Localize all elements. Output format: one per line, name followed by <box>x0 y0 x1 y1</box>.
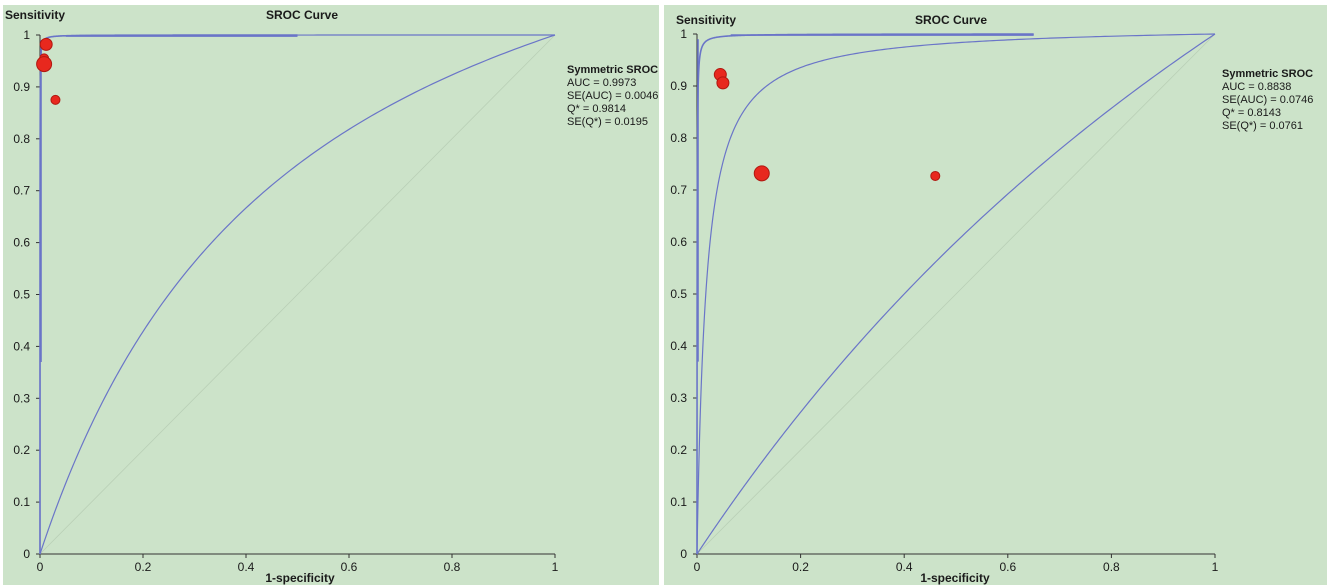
y-tick-label: 0.2 <box>670 443 687 457</box>
study-point <box>930 170 941 181</box>
ci-curve-upper <box>696 33 1034 554</box>
x-tick-label: 0.8 <box>1103 560 1120 574</box>
sroc-panel-right: SROC Curve Sensitivity 1-specificity 0 0.… <box>664 5 1327 585</box>
x-tick-label: 0 <box>694 560 701 574</box>
y-tick-label: 0.4 <box>13 339 30 353</box>
x-tick-label: 0.2 <box>792 560 809 574</box>
sroc-panel-left: SROC Curve Sensitivity 1-specificity 0 0.… <box>3 5 659 585</box>
x-tick-label: 1 <box>552 560 559 574</box>
y-tick-label: 0.1 <box>13 495 30 509</box>
stats-q: Q* = 0.9814 <box>567 103 626 115</box>
y-tick-label: 0 <box>23 547 30 561</box>
study-point <box>753 165 770 182</box>
study-point <box>39 37 53 51</box>
x-tick-label: 0.6 <box>999 560 1016 574</box>
chart-title: SROC Curve <box>915 13 987 27</box>
y-tick-label: 0.8 <box>13 132 30 146</box>
stats-heading: Symmetric SROC <box>567 64 658 76</box>
stats-se-q: SE(Q*) = 0.0195 <box>567 116 648 128</box>
y-tick-label: 0.4 <box>670 339 687 353</box>
stats-auc: AUC = 0.9973 <box>567 77 636 89</box>
y-tick-label: 0.1 <box>670 495 687 509</box>
y-tick-label: 0.6 <box>13 236 30 250</box>
y-tick-label: 0 <box>680 547 687 561</box>
diagonal-line <box>696 33 1216 555</box>
x-tick-label: 0.4 <box>238 560 255 574</box>
y-tick-label: 1 <box>680 27 687 41</box>
sroc-chart-left: SROC Curve Sensitivity 1-specificity 0 0.… <box>5 8 658 585</box>
y-tick-label: 0.3 <box>13 391 30 405</box>
y-axis-label: Sensitivity <box>5 8 65 22</box>
y-tick-label: 0.7 <box>670 183 687 197</box>
diagonal-line <box>39 34 556 555</box>
sroc-curve <box>696 33 1216 554</box>
x-axis-label: 1-specificity <box>265 571 335 585</box>
x-tick-label: 1 <box>1212 560 1219 574</box>
y-tick-label: 0.2 <box>13 443 30 457</box>
y-tick-label: 1 <box>23 28 30 42</box>
y-tick-label: 0.6 <box>670 235 687 249</box>
x-axis-label: 1-specificity <box>920 571 990 585</box>
x-tick-label: 0.6 <box>341 560 358 574</box>
y-tick-label: 0.5 <box>13 288 30 302</box>
chart-title: SROC Curve <box>266 8 338 22</box>
y-tick-label: 0.7 <box>13 184 30 198</box>
sroc-chart-right: SROC Curve Sensitivity 1-specificity 0 0.… <box>670 13 1313 585</box>
stats-se-auc: SE(AUC) = 0.0046 <box>567 90 658 102</box>
stats-se-auc: SE(AUC) = 0.0746 <box>1222 94 1313 106</box>
x-tick-label: 0.2 <box>135 560 152 574</box>
ci-curve-lower <box>39 34 556 555</box>
y-tick-label: 0.9 <box>670 79 687 93</box>
y-tick-label: 0.8 <box>670 131 687 145</box>
x-tick-label: 0 <box>37 560 44 574</box>
stats-heading: Symmetric SROC <box>1222 68 1313 80</box>
study-point <box>36 56 53 73</box>
y-tick-label: 0.5 <box>670 287 687 301</box>
x-tick-label: 0.8 <box>444 560 461 574</box>
y-tick-label: 0.3 <box>670 391 687 405</box>
stats-auc: AUC = 0.8838 <box>1222 81 1291 93</box>
y-axis-label: Sensitivity <box>676 13 736 27</box>
study-point <box>50 94 61 105</box>
study-point <box>716 76 730 90</box>
x-tick-label: 0.4 <box>896 560 913 574</box>
stats-se-q: SE(Q*) = 0.0761 <box>1222 120 1303 132</box>
ci-curve-lower <box>696 33 1216 555</box>
y-tick-label: 0.9 <box>13 80 30 94</box>
stats-q: Q* = 0.8143 <box>1222 107 1281 119</box>
